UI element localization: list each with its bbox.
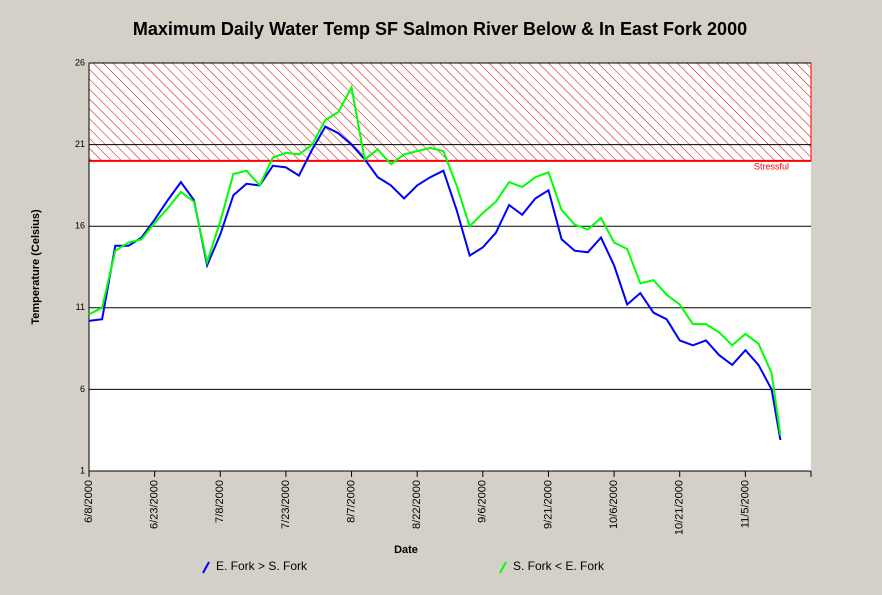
x-tick-label: 10/6/2000 [608, 480, 620, 529]
y-tick-label: 21 [75, 139, 85, 149]
x-tick-label: 9/21/2000 [542, 480, 554, 529]
x-tick-label: 9/6/2000 [477, 480, 489, 523]
x-tick-label: 6/23/2000 [149, 480, 161, 529]
x-tick-label: 11/5/2000 [739, 480, 751, 528]
x-tick-label: 8/7/2000 [345, 480, 357, 523]
x-tick-label: 7/23/2000 [280, 480, 292, 529]
x-tick-label: 8/22/2000 [411, 480, 423, 529]
band-label: Stressful [754, 161, 789, 171]
y-tick-label: 1 [80, 465, 85, 475]
y-tick-label: 6 [80, 384, 85, 394]
legend-swatch [499, 561, 507, 574]
chart-title: Maximum Daily Water Temp SF Salmon River… [133, 19, 747, 39]
legend-label: E. Fork > S. Fork [216, 559, 308, 573]
x-tick-label: 7/8/2000 [214, 480, 226, 523]
y-tick-label: 16 [75, 221, 85, 231]
x-tick-label: 10/21/2000 [674, 480, 686, 535]
series-line [88, 84, 782, 436]
x-tick-label: 6/8/2000 [83, 480, 95, 523]
y-axis-label: Temperature (Celsius) [30, 209, 42, 325]
legend-label: S. Fork < E. Fork [513, 559, 605, 573]
x-axis-label: Date [394, 544, 418, 556]
band [88, 62, 812, 162]
y-tick-label: 11 [76, 302, 85, 312]
legend-swatch [202, 561, 210, 574]
y-tick-label: 26 [75, 57, 85, 67]
